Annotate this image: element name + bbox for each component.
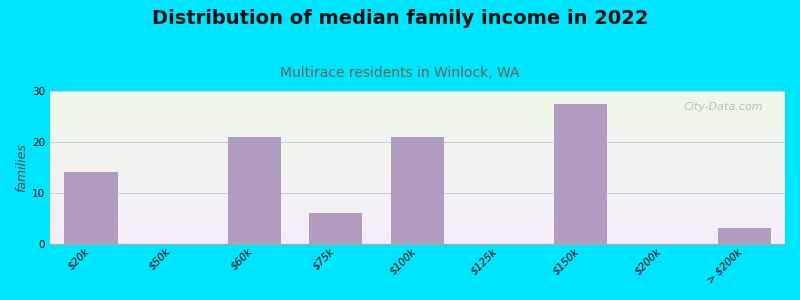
Bar bbox=[391, 137, 444, 244]
Bar bbox=[228, 137, 281, 244]
Text: Distribution of median family income in 2022: Distribution of median family income in … bbox=[152, 9, 648, 28]
Bar bbox=[718, 228, 770, 244]
Bar bbox=[65, 172, 118, 244]
Text: City-Data.com: City-Data.com bbox=[683, 102, 763, 112]
Bar bbox=[310, 213, 362, 244]
Bar bbox=[554, 104, 607, 244]
Text: Multirace residents in Winlock, WA: Multirace residents in Winlock, WA bbox=[280, 66, 520, 80]
Y-axis label: families: families bbox=[15, 143, 28, 192]
